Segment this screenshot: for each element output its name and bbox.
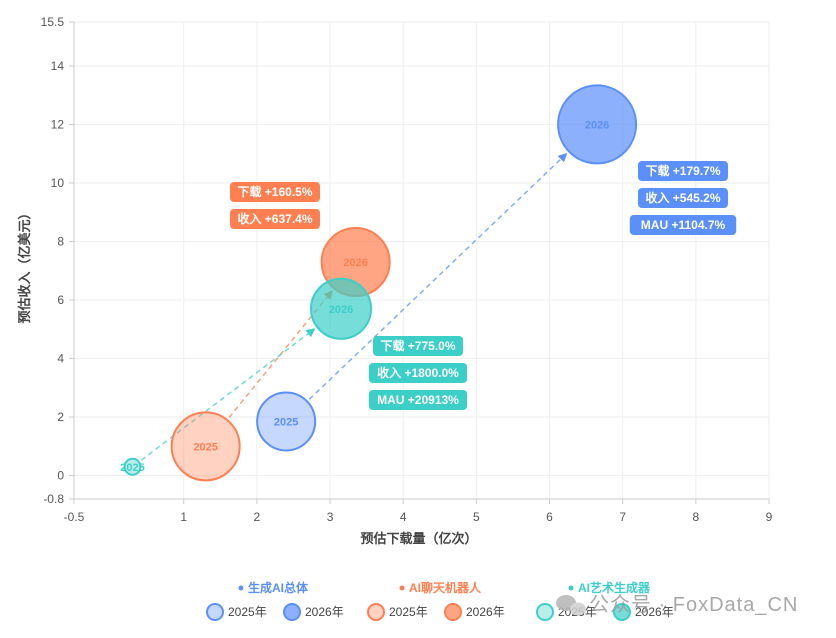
y-tick-label: 14 [51,59,65,73]
x-tick-label: 5 [473,510,480,524]
legend-dot-0 [238,585,244,591]
legend[interactable]: 生成AI总体 2025年 2026年 AI聊天机器人 2025年 2026年 AI艺术生成器… [206,580,674,621]
annotation-box-1-0 [230,182,320,202]
annotation-text-2-1: 收入 +1800.0% [377,365,459,380]
y-tick-label: 6 [57,293,64,307]
bubble-label-1-2026: 2026 [343,257,367,269]
y-axis-title: 预估收入（亿美元） [17,206,32,323]
annotation-text-2-0: 下载 +775.0% [380,338,455,353]
annotation-box-0-2 [629,215,737,235]
legend-item-2-1-icon[interactable] [613,603,631,621]
y-tick-label: 2 [57,410,64,424]
bubbles: 2025 2026 2025 2026 2025 2026 [120,84,638,482]
annotation-box-2-0 [373,336,463,356]
y-tick-label: 15.5 [41,15,65,29]
legend-item-0-1-icon[interactable] [283,603,301,621]
legend-item-0-0-icon[interactable] [206,603,224,621]
x-tick-label: -0.5 [64,510,85,524]
annotation-box-0-0 [638,161,728,181]
annotation-text-0-1: 收入 +545.2% [645,190,720,205]
annotation-box-2-2 [368,390,468,410]
bubble-2-2026 [310,277,373,340]
legend-item-2-1-label[interactable]: 2026年 [635,605,674,619]
annotation-text-2-2: MAU +20913% [377,393,459,407]
watermark-text: 公众号 · FoxData_CN [589,593,798,616]
legend-item-1-0-icon[interactable] [367,603,385,621]
bubble-2-2025 [123,457,142,476]
annotation-text-1-1: 收入 +637.4% [237,211,312,226]
x-tick-label: 1 [180,510,187,524]
legend-item-2-0-icon[interactable] [536,603,554,621]
annotation-box-2-1 [368,363,468,383]
y-tick-label: 0 [57,469,64,483]
annotation-box-1-1 [230,209,320,229]
x-tick-label: 4 [400,510,407,524]
annotation-text-1-0: 下载 +160.5% [237,184,312,199]
trend-arrow-2 [140,328,316,461]
legend-dot-1 [399,585,405,591]
wechat-icon [556,595,586,616]
bubble-label-2-2026: 2026 [329,304,353,316]
y-tick-label: 10 [51,176,65,190]
annotation-box-0-1 [638,188,728,208]
legend-group-title-0: 生成AI总体 [248,580,309,595]
legend-item-1-1-label[interactable]: 2026年 [466,605,505,619]
x-axis-title: 预估下载量（亿次） [360,531,477,546]
legend-item-0-1-label[interactable]: 2026年 [305,605,344,619]
bubble-label-1-2025: 2025 [193,441,217,453]
legend-item-0-0-label[interactable]: 2025年 [228,605,267,619]
x-tick-label: 2 [254,510,261,524]
y-tick-label: 8 [57,234,64,248]
legend-item-1-1-icon[interactable] [444,603,462,621]
watermark: 公众号 · FoxData_CN [556,593,798,616]
growth-annotations: 下载 +179.7% 收入 +545.2% MAU +1104.7% 下载 +160.… [230,161,737,410]
legend-dot-2 [568,585,574,591]
bubble-label-2-2025: 2025 [120,462,144,474]
annotation-text-0-2: MAU +1104.7% [641,218,726,232]
y-tick-label: 12 [51,117,65,131]
bubble-1-2025 [170,411,241,482]
bubble-label-0-2026: 2026 [585,119,609,131]
x-tick-label: 7 [619,510,626,524]
legend-group-title-1: AI聊天机器人 [409,580,482,595]
bubble-0-2026 [557,84,638,165]
y-tick-label: 4 [57,352,64,366]
y-tick-label: -0.8 [43,492,64,506]
bubble-0-2025 [256,391,317,452]
bubble-label-0-2025: 2025 [274,416,298,428]
x-tick-label: 3 [327,510,334,524]
x-tick-label: 8 [692,510,699,524]
legend-group-title-2: AI艺术生成器 [578,580,651,595]
x-tick-label: 9 [766,510,773,524]
x-tick-label: 6 [546,510,553,524]
annotation-text-0-0: 下载 +179.7% [645,163,720,178]
legend-item-1-0-label[interactable]: 2025年 [389,605,428,619]
